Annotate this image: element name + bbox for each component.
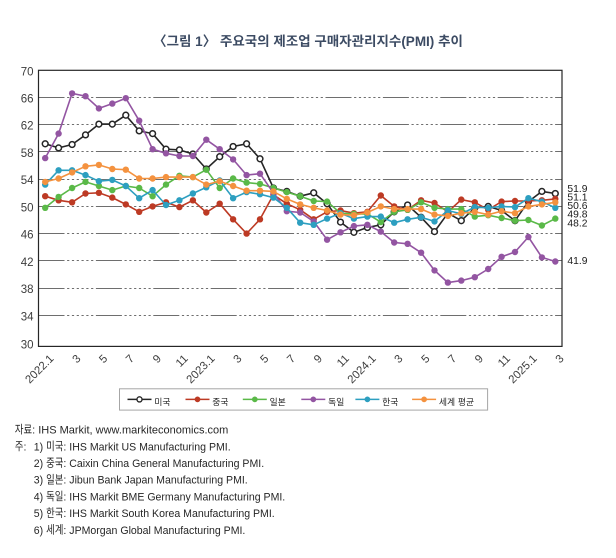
svg-text:7: 7 <box>285 353 298 366</box>
svg-text:3: 3 <box>231 353 244 366</box>
svg-text:9: 9 <box>151 353 164 366</box>
svg-text:3: 3 <box>554 353 567 366</box>
svg-text:42: 42 <box>21 257 34 269</box>
svg-text:11: 11 <box>496 353 513 370</box>
svg-text:2024.1: 2024.1 <box>346 353 379 386</box>
svg-text:2): 2) <box>34 458 46 470</box>
svg-text:11: 11 <box>335 353 352 370</box>
svg-text:41.9: 41.9 <box>567 256 587 267</box>
svg-text:70: 70 <box>21 66 34 78</box>
svg-text:5: 5 <box>258 353 271 366</box>
svg-text:: JPMorgan Global Manufacturin: : JPMorgan Global Manufacturing PMI. <box>63 525 245 537</box>
svg-text:7: 7 <box>124 353 137 366</box>
svg-text:1: 1 <box>191 34 203 49</box>
svg-text:66: 66 <box>21 94 34 106</box>
svg-text:3): 3) <box>34 475 46 487</box>
svg-text:: Jibun Bank Japan Manufacturi: : Jibun Bank Japan Manufacturing PMI. <box>63 475 247 487</box>
svg-text:4): 4) <box>34 491 46 503</box>
svg-text:62: 62 <box>21 121 34 133</box>
svg-text:1): 1) <box>34 441 46 453</box>
svg-text:5): 5) <box>34 508 46 520</box>
svg-text:7: 7 <box>446 353 459 366</box>
svg-text:6): 6) <box>34 525 46 537</box>
svg-text:50: 50 <box>21 202 34 214</box>
svg-text:38: 38 <box>21 284 34 296</box>
svg-text::: : <box>23 441 29 453</box>
svg-text:51.9: 51.9 <box>567 184 587 195</box>
svg-text:49.8: 49.8 <box>567 210 587 221</box>
svg-text:54: 54 <box>21 175 34 187</box>
svg-text:5: 5 <box>97 353 110 366</box>
svg-text:50.6: 50.6 <box>567 201 587 212</box>
svg-text:2022.1: 2022.1 <box>23 353 56 386</box>
svg-text:48.2: 48.2 <box>567 218 587 229</box>
svg-text:: IHS Markit BME Germany Manuf: : IHS Markit BME Germany Manufacturing P… <box>63 491 285 503</box>
svg-text:: IHS Markit South Korea Manuf: : IHS Markit South Korea Manufacturing P… <box>63 508 274 520</box>
svg-text:: IHS Markit US Manufacturing: : IHS Markit US Manufacturing PMI. <box>63 441 230 453</box>
svg-text:: IHS Markit, www.markiteconom: : IHS Markit, www.markiteconomics.com <box>32 425 228 437</box>
svg-text:3: 3 <box>70 353 83 366</box>
svg-text:: Caixin China General Manufac: : Caixin China General Manufacturing PMI… <box>63 458 264 470</box>
svg-text:58: 58 <box>21 148 34 160</box>
svg-text:2025.1: 2025.1 <box>507 353 540 386</box>
svg-text:11: 11 <box>174 353 191 370</box>
svg-text:2023.1: 2023.1 <box>184 353 217 386</box>
svg-text:46: 46 <box>21 230 34 242</box>
svg-text:34: 34 <box>21 311 34 323</box>
svg-text:30: 30 <box>21 340 34 352</box>
svg-text:5: 5 <box>419 353 432 366</box>
svg-text:51.1: 51.1 <box>567 193 587 204</box>
svg-text:9: 9 <box>312 353 325 366</box>
svg-text:(PMI): (PMI) <box>401 34 438 49</box>
svg-text:9: 9 <box>473 353 486 366</box>
svg-text:3: 3 <box>393 353 406 366</box>
